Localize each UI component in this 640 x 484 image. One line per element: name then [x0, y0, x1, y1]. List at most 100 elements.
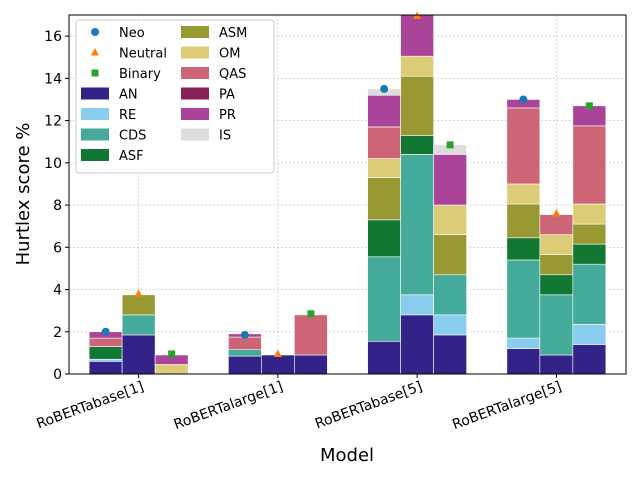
bar-segment-an	[88, 361, 123, 375]
bar-segment-qas	[539, 214, 574, 235]
bar-segment-asf	[367, 219, 401, 258]
bar-segment-qas	[506, 107, 541, 185]
marker-neutral	[134, 289, 143, 297]
bar-segment-an	[400, 314, 434, 375]
bar-segment-qas	[367, 126, 401, 159]
bar-segment-cds	[228, 349, 262, 357]
legend-patch-qas	[181, 67, 209, 79]
bar-segment-asf	[88, 346, 123, 360]
y-tick-label: 4	[53, 283, 62, 299]
bar-segment-asm	[400, 75, 434, 136]
y-tick-label: 16	[44, 29, 62, 45]
x-axis: RoBERTabase[1] RoBERTalarge[1] RoBERTabase…	[34, 374, 564, 433]
legend-label: OM	[219, 47, 240, 62]
bar-segment-asm	[539, 254, 574, 276]
legend-label: PR	[219, 108, 236, 123]
y-axis-label: Hurtlex score %	[13, 123, 34, 266]
marker-neo	[101, 327, 110, 336]
bar-segment-cds	[572, 263, 607, 325]
bar-segment-asf	[400, 135, 434, 155]
bar-segment-pr	[367, 94, 401, 128]
legend-label: ASF	[119, 149, 144, 164]
marker-binary	[446, 141, 454, 149]
bar-segment-asf	[506, 237, 541, 261]
marker-binary	[585, 102, 593, 110]
bar-segment-an	[228, 355, 262, 375]
legend-label: PA	[219, 88, 235, 103]
x-tick-label: RoBERTalarge[1]	[172, 379, 285, 433]
bar-segment-asm	[506, 203, 541, 239]
bar-segment-cds	[433, 274, 467, 316]
bar-segment-re	[572, 324, 607, 345]
legend-label: AN	[119, 88, 138, 103]
bar-segment-qas	[294, 314, 328, 356]
bar-segment-pr	[433, 154, 467, 206]
bar-segment-om	[572, 203, 607, 225]
bar-segment-an	[294, 354, 328, 375]
bar-segment-cds	[539, 294, 574, 356]
bar-segment-re	[433, 314, 467, 336]
legend-marker-binary	[91, 69, 99, 77]
bar-segment-cds	[367, 256, 401, 342]
bar-segment-om	[539, 234, 574, 255]
legend-patch-is	[181, 128, 209, 141]
bar-segment-qas	[228, 336, 262, 351]
x-tick-label: RoBERTabase[5]	[313, 379, 425, 433]
x-tick-label: RoBERTalarge[5]	[450, 379, 563, 433]
bar-segment-asm	[433, 234, 467, 276]
bar-segment-re	[506, 337, 541, 349]
y-tick-label: 12	[44, 114, 62, 130]
y-tick-label: 10	[44, 156, 62, 172]
y-tick-label: 0	[53, 367, 62, 383]
bar-segment-an	[433, 334, 467, 375]
bar-segment-re	[88, 358, 123, 362]
legend-label: CDS	[119, 129, 146, 144]
bar-segment-cds	[121, 314, 156, 336]
legend-box	[75, 19, 275, 174]
legend-label: ASM	[219, 26, 247, 41]
bar-segment-cds	[400, 154, 434, 296]
bar-segment-qas	[572, 125, 607, 205]
legend-patch-cds	[81, 128, 109, 141]
bar-segment-om	[506, 183, 541, 205]
bar-segment-om	[367, 158, 401, 178]
legend-patch-an	[81, 87, 109, 100]
legend-label: Neutral	[119, 47, 167, 62]
legend-label: Binary	[119, 67, 161, 82]
y-tick-label: 8	[53, 198, 62, 214]
y-tick-label: 2	[53, 325, 62, 341]
legend: Neo Neutral Binary AN RE CDS ASF ASM OM QAS PA PR IS	[75, 19, 275, 174]
bar-segment-qas	[88, 337, 123, 347]
legend-patch-re	[81, 108, 109, 120]
bar-segment-asf	[539, 274, 574, 296]
y-tick-label: 6	[53, 240, 62, 256]
bar-segment-re	[400, 294, 434, 316]
y-axis: 0 2 4 6 8 10 12 14 16	[44, 29, 69, 383]
legend-patch-pa	[181, 87, 209, 100]
bar-segment-om	[154, 364, 189, 375]
legend-label: RE	[119, 108, 136, 123]
legend-patch-om	[181, 46, 209, 59]
marker-binary	[307, 310, 315, 318]
marker-neo	[240, 330, 249, 339]
marker-binary	[168, 350, 176, 358]
marker-neutral	[273, 349, 282, 357]
legend-patch-asf	[81, 149, 109, 161]
legend-patch-asm	[181, 26, 209, 38]
bar-segment-om	[433, 204, 467, 235]
bar-segment-om	[400, 55, 434, 77]
bar-segment-an	[121, 334, 156, 375]
bar-segment-asm	[121, 294, 156, 316]
x-tick-label: RoBERTabase[1]	[34, 379, 146, 433]
bar-segment-an	[261, 354, 295, 375]
bar-segment-cds	[506, 259, 541, 339]
bar-segment-asm	[572, 223, 607, 245]
bar-segment-an	[506, 348, 541, 375]
bar-segment-asm	[367, 177, 401, 221]
bar-segment-asf	[572, 243, 607, 265]
bar-segment-an	[539, 354, 574, 375]
legend-label: QAS	[219, 67, 246, 82]
legend-patch-pr	[181, 108, 209, 120]
